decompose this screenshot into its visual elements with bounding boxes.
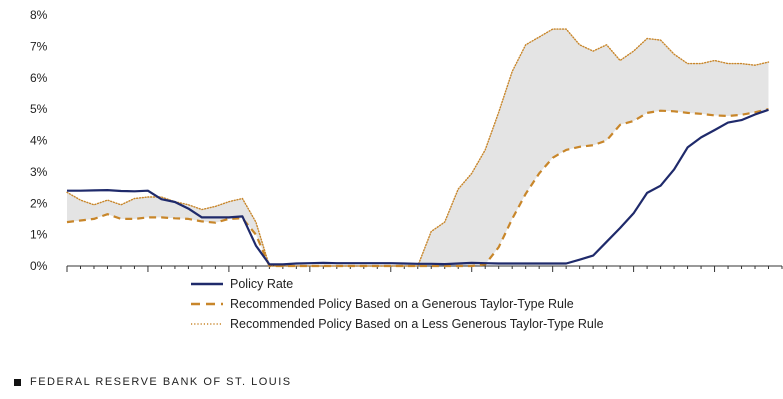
shaded-band xyxy=(67,29,769,266)
tick-labels: 0%1%2%3%4%5%6%7%8%Jan 2019Jul 2019Jan 20… xyxy=(30,8,48,273)
y-tick-label: 2% xyxy=(30,196,48,210)
series-layer xyxy=(66,28,770,268)
source-text: FEDERAL RESERVE BANK OF ST. LOUIS xyxy=(30,376,292,388)
series-line-generous xyxy=(66,108,769,268)
legend-swatch-dotted xyxy=(191,323,223,325)
y-tick-label: 8% xyxy=(30,8,48,22)
y-tick-label: 1% xyxy=(30,228,48,242)
y-tick-label: 7% xyxy=(30,39,48,53)
series-line-policy xyxy=(67,108,769,266)
y-tick-label: 6% xyxy=(30,71,48,85)
legend-item-policy-rate: Policy Rate xyxy=(190,274,604,294)
legend-item-less-generous-rule: Recommended Policy Based on a Less Gener… xyxy=(190,314,604,334)
legend-label: Recommended Policy Based on a Generous T… xyxy=(230,297,574,311)
y-tick-label: 0% xyxy=(30,259,48,273)
legend-label: Policy Rate xyxy=(230,277,294,291)
shaded-band-layer xyxy=(67,29,769,266)
square-bullet-icon xyxy=(14,378,21,386)
legend-swatch-dashed xyxy=(191,302,223,306)
legend-item-generous-rule: Recommended Policy Based on a Generous T… xyxy=(190,294,604,314)
legend-label: Recommended Policy Based on a Less Gener… xyxy=(230,317,604,331)
y-tick-label: 5% xyxy=(30,102,48,116)
source-footer: FEDERAL RESERVE BANK OF ST. LOUIS xyxy=(14,376,292,388)
y-tick-label: 4% xyxy=(30,134,48,148)
series-line-less-generous xyxy=(66,28,770,267)
y-tick-label: 3% xyxy=(30,165,48,179)
legend-swatch-solid xyxy=(191,282,223,286)
legend: Policy Rate Recommended Policy Based on … xyxy=(190,274,604,334)
line-chart: 0%1%2%3%4%5%6%7%8%Jan 2019Jul 2019Jan 20… xyxy=(30,8,783,273)
